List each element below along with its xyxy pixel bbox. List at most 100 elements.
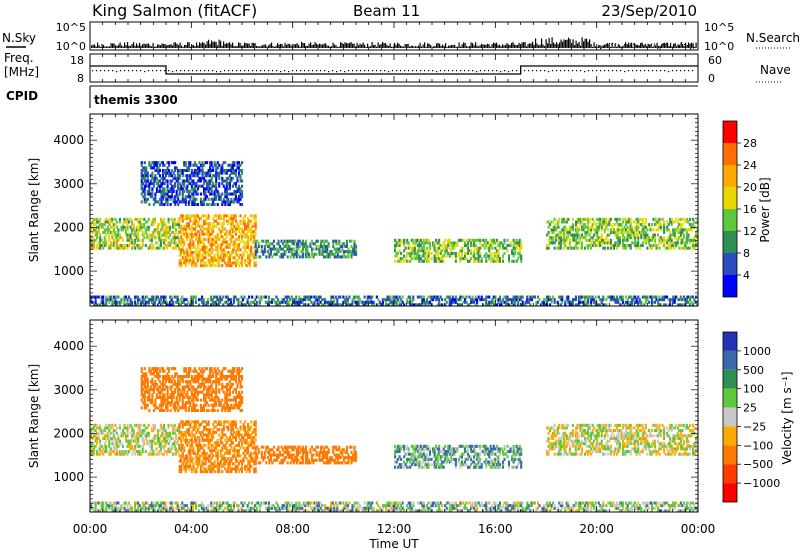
power-cell	[148, 182, 151, 186]
power-cell	[603, 238, 606, 242]
nave-dot	[452, 70, 454, 72]
power-cell	[447, 295, 450, 299]
power-cell	[438, 238, 441, 242]
power-cell	[529, 298, 532, 302]
power-cell	[140, 163, 143, 167]
power-cell	[670, 220, 673, 224]
power-cell	[448, 303, 451, 306]
power-cell	[319, 300, 322, 304]
power-cell	[213, 219, 216, 223]
power-cell	[442, 254, 445, 258]
power-cell	[242, 222, 245, 226]
power-cell	[97, 295, 100, 299]
velocity-cell	[181, 462, 184, 466]
power-cell	[204, 245, 207, 249]
power-cell	[272, 244, 276, 248]
power-cell	[204, 214, 207, 218]
power-cell	[295, 242, 298, 246]
power-cell	[444, 238, 447, 242]
power-cell	[199, 179, 203, 183]
power-cell	[224, 179, 227, 183]
power-cell	[442, 246, 445, 250]
power-cell	[228, 261, 231, 265]
power-cell	[240, 227, 244, 231]
power-cell	[184, 163, 187, 167]
power-cell	[239, 240, 242, 244]
power-cell	[167, 244, 170, 248]
power-cell	[204, 232, 207, 236]
power-cell	[696, 303, 698, 306]
power-cell	[283, 298, 286, 302]
power-cell	[685, 241, 688, 245]
velocity-cell	[190, 449, 193, 453]
velocity-cell	[178, 425, 181, 429]
power-cell	[438, 257, 441, 261]
power-cell	[102, 298, 105, 302]
velocity-cell	[108, 452, 111, 456]
power-cell	[436, 303, 439, 306]
velocity-cell	[187, 441, 190, 445]
power-cell	[302, 295, 305, 299]
velocity-cell	[189, 454, 192, 458]
power-cell	[655, 244, 658, 248]
nsky-bar	[404, 44, 406, 48]
power-cell	[307, 303, 310, 306]
power-cell	[329, 252, 332, 256]
velocity-cell	[135, 423, 138, 427]
velocity-cell	[178, 436, 181, 440]
nave-dot	[484, 70, 486, 72]
power-cell	[224, 203, 227, 207]
power-cell	[193, 187, 196, 191]
power-cell	[628, 220, 631, 224]
power-cell	[306, 252, 309, 256]
nsky-bar	[184, 44, 186, 48]
power-cell	[234, 195, 238, 199]
power-cell	[186, 256, 189, 260]
power-cell	[295, 298, 298, 302]
nsky-bar	[508, 44, 510, 48]
power-cell	[154, 192, 157, 196]
power-cell	[663, 241, 666, 245]
power-cell	[115, 238, 118, 242]
power-cell	[653, 238, 657, 242]
power-cell	[137, 246, 140, 250]
velocity-cell	[108, 444, 111, 448]
power-cell	[222, 161, 225, 165]
velocity-cell	[158, 452, 161, 456]
power-cell	[218, 258, 221, 262]
power-cell	[288, 247, 291, 251]
power-cell	[161, 303, 164, 306]
power-cell	[544, 303, 547, 306]
power-cell	[132, 233, 135, 237]
power-cell	[121, 225, 125, 229]
power-cell	[187, 224, 190, 228]
power-cell	[251, 224, 254, 228]
power-cell	[244, 224, 247, 228]
nave-dot	[532, 70, 534, 72]
power-cell	[652, 295, 655, 299]
power-cell	[168, 174, 171, 178]
power-cell	[568, 300, 571, 304]
power-cell	[198, 224, 201, 228]
power-cell	[588, 217, 591, 221]
power-cell	[474, 295, 477, 299]
power-cell	[248, 256, 251, 260]
power-cell	[495, 251, 498, 255]
power-cell	[518, 244, 521, 248]
velocity-cell	[178, 447, 181, 451]
nsky-bar	[394, 42, 396, 48]
power-cell	[688, 295, 691, 299]
power-cell	[392, 295, 395, 299]
velocity-cell	[187, 464, 190, 468]
power-cell	[173, 223, 176, 227]
power-cell	[297, 242, 300, 246]
power-cell	[612, 230, 615, 234]
power-cell	[395, 295, 398, 299]
velocity-cell	[140, 434, 143, 438]
power-cell	[672, 244, 675, 248]
velocity-cell	[147, 452, 150, 456]
power-cell	[591, 244, 594, 248]
power-cell	[326, 239, 329, 243]
power-cell	[646, 246, 649, 250]
power-cell	[552, 230, 555, 234]
